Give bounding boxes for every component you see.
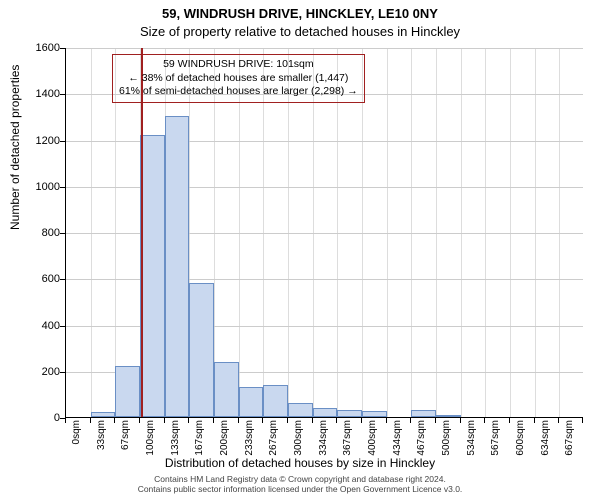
xtick-label: 500sqm: [441, 420, 453, 470]
xtick-label: 267sqm: [268, 420, 280, 470]
histogram-bar: [436, 415, 461, 417]
xtick-label: 33sqm: [96, 420, 108, 470]
property-marker-line: [141, 48, 143, 417]
xtick-label: 667sqm: [564, 420, 576, 470]
histogram-bar: [337, 410, 362, 417]
xtick-label: 600sqm: [515, 420, 527, 470]
title-subtitle: Size of property relative to detached ho…: [0, 24, 600, 39]
gridline-h: [66, 48, 583, 49]
xtick-mark: [534, 418, 535, 423]
xtick-label: 467sqm: [416, 420, 428, 470]
xtick-label: 0sqm: [71, 420, 83, 470]
ytick-label: 200: [10, 366, 60, 378]
histogram-bar: [263, 385, 288, 417]
histogram-bar: [239, 387, 264, 417]
annotation-line2: ← 38% of detached houses are smaller (1,…: [119, 72, 358, 86]
ytick-label: 800: [10, 227, 60, 239]
plot-area: 59 WINDRUSH DRIVE: 101sqm ← 38% of detac…: [65, 48, 583, 418]
histogram-bar: [313, 408, 338, 417]
xtick-mark: [164, 418, 165, 423]
xtick-mark: [336, 418, 337, 423]
xtick-mark: [582, 418, 583, 423]
ytick-label: 1400: [10, 88, 60, 100]
xtick-label: 300sqm: [293, 420, 305, 470]
ytick-label: 0: [10, 412, 60, 424]
ytick-mark: [60, 279, 65, 280]
xtick-mark: [65, 418, 66, 423]
histogram-bar: [165, 116, 190, 417]
xtick-label: 400sqm: [367, 420, 379, 470]
xtick-mark: [139, 418, 140, 423]
histogram-bar: [189, 283, 214, 417]
xtick-label: 233sqm: [244, 420, 256, 470]
xtick-label: 167sqm: [194, 420, 206, 470]
xtick-mark: [509, 418, 510, 423]
histogram-bar: [140, 135, 165, 417]
annotation-line3: 61% of semi-detached houses are larger (…: [119, 85, 358, 99]
xtick-mark: [484, 418, 485, 423]
xtick-label: 334sqm: [318, 420, 330, 470]
xtick-label: 567sqm: [490, 420, 502, 470]
ytick-mark: [60, 326, 65, 327]
chart-container: 59, WINDRUSH DRIVE, HINCKLEY, LE10 0NY S…: [0, 0, 600, 500]
footer-line1: Contains HM Land Registry data © Crown c…: [0, 474, 600, 484]
xtick-mark: [410, 418, 411, 423]
xtick-label: 434sqm: [392, 420, 404, 470]
annotation-line1: 59 WINDRUSH DRIVE: 101sqm: [119, 58, 358, 72]
ytick-mark: [60, 233, 65, 234]
xtick-label: 100sqm: [145, 420, 157, 470]
xtick-mark: [435, 418, 436, 423]
annotation-box: 59 WINDRUSH DRIVE: 101sqm ← 38% of detac…: [112, 54, 365, 103]
xtick-label: 534sqm: [466, 420, 478, 470]
xtick-mark: [188, 418, 189, 423]
footer-line2: Contains public sector information licen…: [0, 484, 600, 494]
ytick-label: 1200: [10, 135, 60, 147]
xtick-mark: [90, 418, 91, 423]
ytick-mark: [60, 48, 65, 49]
xtick-label: 67sqm: [120, 420, 132, 470]
ytick-label: 1600: [10, 42, 60, 54]
ytick-mark: [60, 372, 65, 373]
xtick-mark: [386, 418, 387, 423]
histogram-bar: [91, 412, 116, 417]
xtick-mark: [114, 418, 115, 423]
histogram-bar: [288, 403, 313, 417]
xtick-mark: [361, 418, 362, 423]
xtick-label: 367sqm: [342, 420, 354, 470]
ytick-label: 1000: [10, 181, 60, 193]
ytick-label: 600: [10, 273, 60, 285]
ytick-label: 400: [10, 320, 60, 332]
xtick-mark: [238, 418, 239, 423]
footer-attribution: Contains HM Land Registry data © Crown c…: [0, 474, 600, 494]
xtick-mark: [460, 418, 461, 423]
ytick-mark: [60, 94, 65, 95]
xtick-mark: [213, 418, 214, 423]
xtick-mark: [287, 418, 288, 423]
histogram-bar: [214, 362, 239, 418]
histogram-bar: [362, 411, 387, 417]
histogram-bar: [411, 410, 436, 417]
ytick-mark: [60, 141, 65, 142]
xtick-label: 634sqm: [540, 420, 552, 470]
xtick-mark: [262, 418, 263, 423]
xtick-label: 133sqm: [170, 420, 182, 470]
ytick-mark: [60, 187, 65, 188]
histogram-bar: [115, 366, 140, 417]
title-address: 59, WINDRUSH DRIVE, HINCKLEY, LE10 0NY: [0, 6, 600, 21]
xtick-mark: [558, 418, 559, 423]
xtick-label: 200sqm: [219, 420, 231, 470]
xtick-mark: [312, 418, 313, 423]
